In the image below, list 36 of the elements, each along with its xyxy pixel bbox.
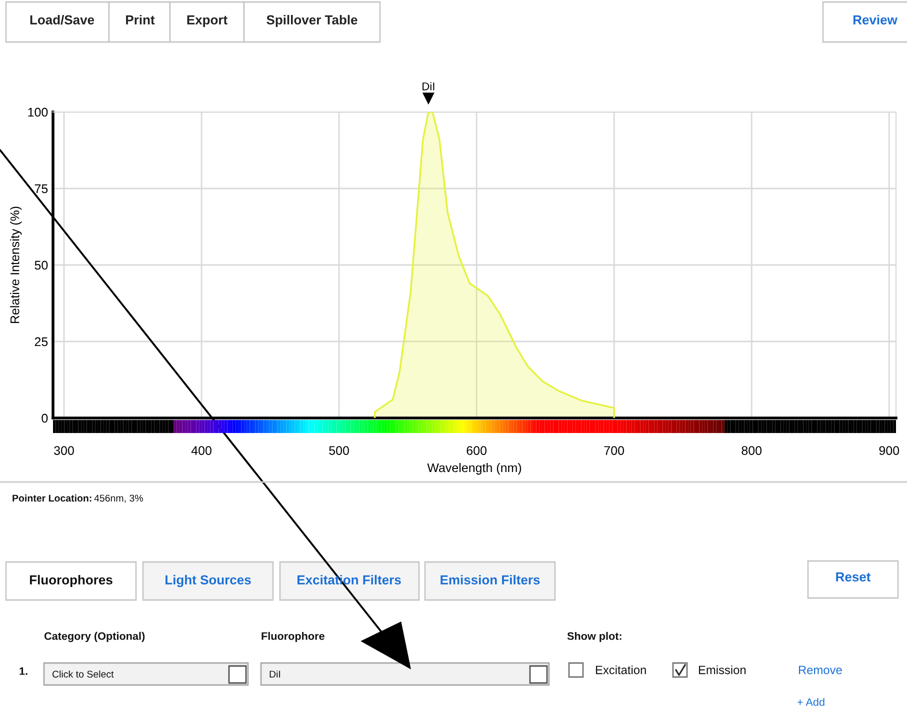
x-tick-label: 300 [54,446,74,455]
text: Review [853,14,898,24]
text: Click to Select [52,670,114,678]
y-tick-label: 0 [42,414,48,423]
x-tick-label: 500 [329,446,349,455]
text: Excitation [596,665,646,674]
y-tick-label: 50 [34,260,48,270]
x-tick-label: 900 [879,446,900,455]
y-tick-label: 100 [28,108,48,117]
text: Reset [836,572,871,582]
text: 1. [20,667,28,675]
y-tick-label: 25 [34,337,48,346]
text: Show plot: [567,632,622,642]
text: Remove [798,666,842,674]
text: DiI [270,670,280,678]
text: Print [126,14,155,24]
y-tick-label: 75 [34,184,48,194]
x-tick-label: 400 [191,446,212,455]
y-axis-title: Relative Intensity (%) [10,206,22,324]
x-tick-label: 800 [742,446,762,455]
text: Category (Optional) [44,632,145,642]
text: Emission [698,665,746,674]
text: Light Sources [166,574,251,588]
text: Fluorophore [262,632,324,642]
text: Spillover Table [266,14,358,28]
x-tick-label: 600 [466,446,487,455]
text: Fluorophores [30,574,112,588]
series-label: DiI [422,82,434,90]
text: Emission Filters [440,574,540,584]
text: Pointer Location: [12,494,92,502]
x-tick-label: 700 [604,446,624,455]
x-axis-title: Wavelength (nm) [427,462,522,475]
text: 456nm, 3% [94,494,143,503]
text: Export [187,15,228,28]
text: + Add [798,698,824,706]
text: Load/Save [30,14,94,25]
